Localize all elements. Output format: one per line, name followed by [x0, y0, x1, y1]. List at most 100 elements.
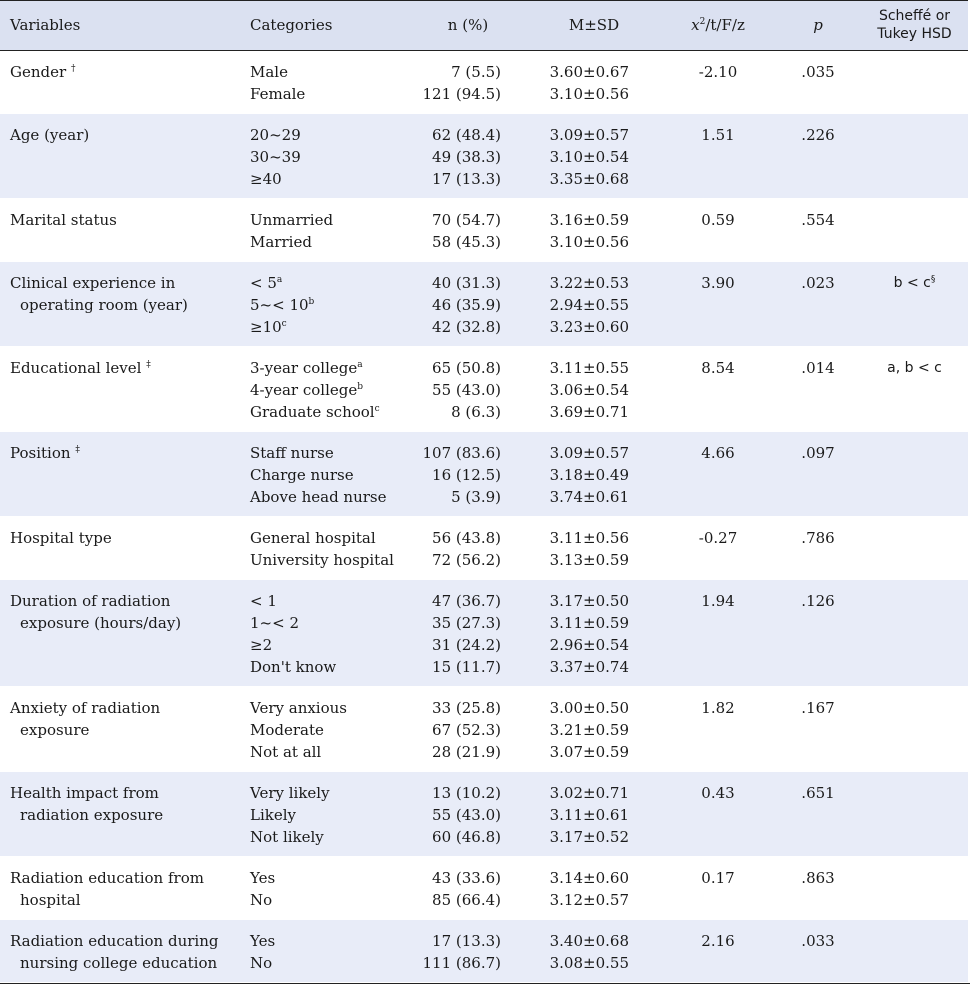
- category-superscript: b: [308, 297, 315, 307]
- category-label: Likely: [250, 804, 399, 826]
- categories-cell: General hospital University hospital: [240, 516, 405, 580]
- mean-sd-value: 3.12±0.57: [549, 891, 629, 909]
- p-value-cell: .097: [775, 431, 857, 517]
- mean-sd-cell: 3.02±0.71 3.11±0.61 3.17±0.52: [527, 771, 657, 857]
- variable-label: Educational level ‡: [10, 357, 234, 379]
- mean-sd-value: 3.10±0.56: [549, 85, 629, 103]
- variable-text: Anxiety of radiation: [10, 699, 161, 717]
- variable-text: Hospital type: [10, 529, 112, 547]
- variable-text: Health impact from: [10, 784, 159, 802]
- table-row: Clinical experience in operating room (ye…: [0, 261, 968, 347]
- n-percent-value: 7 (5.5): [451, 63, 501, 81]
- table-footnote-edge: [0, 983, 970, 996]
- test-statistic-cell: 3.90: [657, 261, 775, 347]
- test-statistic-cell: 1.82: [657, 686, 775, 772]
- n-percent-cell: 7 (5.5) 121 (94.5): [405, 50, 527, 114]
- category-text: < 1: [250, 592, 277, 610]
- footnote-mark: ‡: [146, 360, 151, 370]
- category-text: < 5: [250, 274, 277, 292]
- variable-cell: Health impact from radiation exposure: [0, 771, 240, 857]
- variable-label: Hospital type: [10, 527, 234, 549]
- category-text: 20~29: [250, 126, 301, 144]
- category-text: Very likely: [250, 784, 330, 802]
- category-label: No: [250, 889, 399, 911]
- n-percent-value: 17 (13.3): [432, 170, 501, 188]
- category-text: Married: [250, 233, 312, 251]
- category-label: < 1: [250, 590, 399, 612]
- category-text: Don't know: [250, 658, 337, 676]
- n-percent-cell: 17 (13.3) 111 (86.7): [405, 919, 527, 983]
- category-text: Staff nurse: [250, 444, 334, 462]
- category-label: Female: [250, 83, 399, 105]
- category-text: 5~< 10: [250, 296, 309, 314]
- table-row: Duration of radiation exposure (hours/day…: [0, 579, 968, 687]
- variable-label: radiation exposure: [10, 804, 234, 826]
- table-row: Educational level ‡ 3-year collegea 4-year…: [0, 346, 968, 432]
- mean-sd-value: 3.11±0.59: [549, 614, 629, 632]
- category-label: Not at all: [250, 741, 399, 763]
- category-label: 20~29: [250, 124, 399, 146]
- variable-cell: Duration of radiation exposure (hours/day…: [0, 579, 240, 687]
- category-text: Very anxious: [250, 699, 347, 717]
- variable-text: operating room (year): [20, 296, 188, 314]
- n-percent-value: 70 (54.7): [432, 211, 501, 229]
- category-text: Not likely: [250, 828, 324, 846]
- table-row: Gender † Male Female 7 (5.5) 121 (94.5) 3.60±…: [0, 50, 968, 114]
- category-label: Male: [250, 61, 399, 83]
- n-percent-cell: 47 (36.7) 35 (27.3) 31 (24.2) 15 (11.7): [405, 579, 527, 687]
- category-label: 4-year collegeb: [250, 379, 399, 401]
- n-percent-value: 46 (35.9): [432, 296, 501, 314]
- variable-text: nursing college education: [20, 954, 218, 972]
- mean-sd-cell: 3.09±0.57 3.10±0.54 3.35±0.68: [527, 113, 657, 199]
- n-percent-value: 17 (13.3): [432, 932, 501, 950]
- n-percent-value: 31 (24.2): [432, 636, 501, 654]
- categories-cell: Very likely Likely Not likely: [240, 771, 405, 857]
- n-percent-value: 121 (94.5): [422, 85, 501, 103]
- category-label: 3-year collegea: [250, 357, 399, 379]
- category-text: No: [250, 891, 273, 909]
- category-label: Staff nurse: [250, 442, 399, 464]
- category-superscript: c: [374, 404, 380, 414]
- p-value-cell: .554: [775, 198, 857, 262]
- p-value-cell: .226: [775, 113, 857, 199]
- test-statistic-cell: 4.66: [657, 431, 775, 517]
- variable-cell: Anxiety of radiation exposure: [0, 686, 240, 772]
- mean-sd-value: 3.17±0.52: [549, 828, 629, 846]
- variable-text: Radiation education during: [10, 932, 219, 950]
- variable-label: operating room (year): [10, 294, 234, 316]
- category-label: Married: [250, 231, 399, 253]
- test-statistic-cell: 0.17: [657, 856, 775, 920]
- table-row: Anxiety of radiation exposure Very anxious…: [0, 686, 968, 772]
- test-statistic-cell: -0.27: [657, 516, 775, 580]
- variable-cell: Marital status: [0, 198, 240, 262]
- category-text: Male: [250, 63, 288, 81]
- n-percent-value: 85 (66.4): [432, 891, 501, 909]
- posthoc-cell: [857, 198, 968, 262]
- category-superscript: a: [357, 360, 363, 370]
- table-row: Radiation education from hospital Yes No 43 …: [0, 856, 968, 920]
- mean-sd-cell: 3.22±0.53 2.94±0.55 3.23±0.60: [527, 261, 657, 347]
- n-percent-value: 56 (43.8): [432, 529, 501, 547]
- category-superscript: b: [357, 382, 363, 392]
- variable-text: Educational level: [10, 359, 142, 377]
- table-row: Hospital type General hospital University …: [0, 516, 968, 580]
- variable-label: Duration of radiation: [10, 590, 234, 612]
- table-row: Marital status Unmarried Married 70 (54.7) 5…: [0, 198, 968, 262]
- footnote-mark: ‡: [75, 445, 80, 455]
- mean-sd-cell: 3.16±0.59 3.10±0.56: [527, 198, 657, 262]
- mean-sd-value: 3.69±0.71: [549, 403, 629, 421]
- mean-sd-value: 3.09±0.57: [549, 126, 629, 144]
- n-percent-cell: 33 (25.8) 67 (52.3) 28 (21.9): [405, 686, 527, 772]
- table-row: Radiation education during nursing colleg…: [0, 919, 968, 983]
- category-text: Yes: [250, 932, 276, 950]
- variable-text: hospital: [20, 891, 81, 909]
- mean-sd-value: 3.22±0.53: [549, 274, 629, 292]
- n-percent-value: 107 (83.6): [422, 444, 501, 462]
- posthoc-cell: [857, 856, 968, 920]
- mean-sd-value: 3.14±0.60: [549, 869, 629, 887]
- posthoc-cell: a, b < c: [857, 346, 968, 432]
- table-row: Position ‡ Staff nurse Charge nurse Above h…: [0, 431, 968, 517]
- categories-cell: < 1 1~< 2 ≥2 Don't know: [240, 579, 405, 687]
- mean-sd-value: 3.23±0.60: [549, 318, 629, 336]
- n-percent-value: 72 (56.2): [432, 551, 501, 569]
